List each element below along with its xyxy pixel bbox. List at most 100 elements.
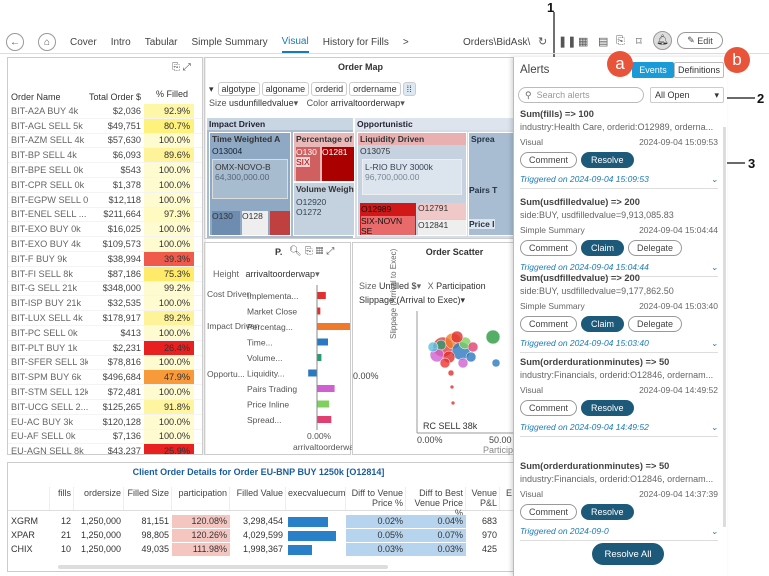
expand-icon[interactable]: ⤢: [182, 62, 191, 73]
table-row[interactable]: EU-AC BUY 3k $120,128 100.0%: [8, 414, 202, 430]
table-row[interactable]: BIT-BP SELL 4k $6,093 89.6%: [8, 148, 202, 164]
scatter-point[interactable]: [485, 329, 501, 345]
tab-history-for-fills[interactable]: History for Fills: [322, 36, 389, 48]
alert-item[interactable]: Sum(orderdurationminutes) => 50 industry:…: [520, 357, 718, 437]
table-row[interactable]: BIT-CPR SELL 0k $1,378 100.0%: [8, 178, 202, 193]
alert-item[interactable]: Sum(orderdurationminutes) => 50 industry:…: [520, 461, 718, 541]
expand-chevron-icon[interactable]: ⌄: [710, 262, 718, 272]
expand-chevron-icon[interactable]: ⌄: [710, 338, 718, 348]
table-row[interactable]: EU-AF SELL 0k $7,136 100.0%: [8, 429, 202, 445]
bar-4[interactable]: [317, 354, 322, 361]
delegate-button[interactable]: Delegate: [628, 316, 683, 332]
comment-button[interactable]: Comment: [520, 316, 578, 332]
bar-1[interactable]: [317, 307, 321, 315]
delegate-button[interactable]: Delegate: [628, 240, 683, 256]
table-row[interactable]: BIT-AZM SELL 4k $57,630 100.0%: [8, 133, 202, 149]
bar-0[interactable]: [317, 292, 326, 299]
tab-simple-summary[interactable]: Simple Summary: [191, 36, 268, 48]
table-row[interactable]: BIT-SFER SELL 3k $78,816 100.0%: [8, 355, 202, 371]
export-icon[interactable]: ⎘: [616, 35, 625, 47]
treemap-subcell[interactable]: OMX-NOVO-B 64,300,000.00: [212, 159, 288, 199]
treemap-cell-liquidity[interactable]: Liquidity Driven O13075 L-RIO BUY 3000k …: [357, 132, 467, 236]
table-row[interactable]: BIT-A2A BUY 4k $2,036 92.9%: [8, 104, 202, 119]
calendar-icon[interactable]: ▦: [578, 36, 589, 48]
treemap-subcell[interactable]: O128: [242, 211, 268, 235]
resolve-button[interactable]: Resolve: [581, 400, 634, 416]
alert-triggered[interactable]: Triggered on 2024-09-04 15:04:44 ⌄: [520, 262, 718, 277]
claim-button[interactable]: Claim: [581, 316, 625, 332]
refresh-icon[interactable]: ↻: [538, 36, 548, 48]
alert-triggered[interactable]: Triggered on 2024-09-0 ⌄: [520, 526, 718, 541]
table-row[interactable]: BIT-UCG SELL 2... $125,265 91.8%: [8, 400, 202, 415]
height-select[interactable]: arrivaltoorderwap: [245, 269, 316, 279]
y-select[interactable]: Slippage (Arrival to Exec)▾: [359, 295, 465, 306]
treemap-subcell[interactable]: [270, 211, 290, 235]
bar-7[interactable]: [317, 400, 330, 408]
scatter-point[interactable]: [491, 358, 501, 368]
comment-button[interactable]: Comment: [520, 152, 578, 168]
size-select[interactable]: usdunfilledvalue: [229, 98, 294, 108]
tab-definitions[interactable]: Definitions: [674, 62, 724, 78]
bar-6[interactable]: [317, 385, 335, 392]
details-header-cell[interactable]: ordersize: [74, 487, 124, 510]
details-row[interactable]: XGRM 12 1,250,000 81,151 120.08% 3,298,454 0.0…: [8, 515, 500, 528]
treemap-subcell[interactable]: O12791: [418, 203, 466, 219]
details-header-cell[interactable]: Diff to Venue Price %: [346, 487, 406, 510]
home-icon[interactable]: ⌂: [38, 33, 56, 51]
comment-button[interactable]: Comment: [520, 504, 578, 520]
table-row[interactable]: BIT-EGPW SELL 0k $12,118 100.0%: [8, 192, 202, 208]
comment-button[interactable]: Comment: [520, 400, 578, 416]
header-total-order[interactable]: Total Order $: [88, 92, 141, 102]
scatter-point[interactable]: [450, 330, 464, 344]
expand-chevron-icon[interactable]: ⌄: [710, 526, 718, 536]
color-chevron-icon[interactable]: ▾: [400, 98, 405, 108]
claim-button[interactable]: Claim: [581, 240, 625, 256]
expand-chevron-icon[interactable]: ⌄: [710, 174, 718, 184]
scatter-point[interactable]: [467, 341, 479, 353]
edit-button[interactable]: ✎ Edit: [677, 32, 723, 49]
details-header-cell[interactable]: execvaluecum: [286, 487, 346, 510]
details-header-cell[interactable]: fills: [50, 487, 74, 510]
expand-chevron-icon[interactable]: ⌄: [710, 422, 718, 432]
treemap-cell-spread[interactable]: Sprea Pairs T Price I: [468, 132, 518, 236]
search-input[interactable]: ⚲ Search alerts: [518, 87, 644, 103]
table-row[interactable]: BIT-ENEL SELL ... $211,664 97.3%: [8, 207, 202, 223]
back-icon[interactable]: ←: [6, 33, 24, 51]
drill-icon[interactable]: ⁞⁞: [402, 82, 416, 96]
search-icon[interactable]: 🔍︎: [289, 246, 305, 257]
alerts-scrollbar[interactable]: [723, 127, 726, 527]
chip-algotype[interactable]: algotype: [217, 82, 260, 96]
treemap-subcell[interactable]: O130: [212, 211, 240, 235]
alert-triggered[interactable]: Triggered on 2024-09-04 15:03:40 ⌄: [520, 338, 718, 353]
bar-8[interactable]: [317, 416, 332, 423]
scatter-point[interactable]: [457, 357, 469, 369]
table-row[interactable]: BIT-LUX SELL 4k $178,917 89.2%: [8, 311, 202, 326]
details-row[interactable]: CHIX 10 1,250,000 49,035 111.98% 1,998,367 0.0…: [8, 543, 500, 556]
x-select[interactable]: Participation: [436, 281, 486, 291]
scatter-point[interactable]: [439, 357, 451, 369]
header-filled[interactable]: % Filled: [155, 89, 188, 99]
pause-icon[interactable]: ❚❚: [558, 36, 577, 48]
resolve-button[interactable]: Resolve: [581, 504, 634, 520]
table-row[interactable]: EU-AGN SELL 8k $43,237 25.9%: [8, 444, 202, 454]
alert-item[interactable]: Sum(fills) => 100 industry:Health Care, o…: [520, 109, 718, 189]
export-icon[interactable]: ⎘: [172, 62, 180, 73]
bell-icon[interactable]: 🔔︎: [653, 31, 672, 50]
chip-ordername[interactable]: ordername: [349, 82, 401, 96]
tab-more-chevron-icon[interactable]: >: [402, 36, 409, 48]
size-chevron-icon[interactable]: ▾: [416, 281, 422, 291]
tab-events[interactable]: Events: [632, 62, 674, 78]
scatter-point[interactable]: [465, 351, 477, 363]
scatter-point[interactable]: [427, 341, 439, 353]
breadcrumb[interactable]: Orders\BidAsk\: [463, 37, 531, 48]
resolve-all-button[interactable]: Resolve All: [592, 543, 664, 565]
table-row[interactable]: BIT-AGL SELL 5k $49,751 80.7%: [8, 118, 202, 134]
alert-triggered[interactable]: Triggered on 2024-09-04 15:09:53 ⌄: [520, 174, 718, 189]
scatter-point[interactable]: [449, 384, 455, 390]
table-row[interactable]: BIT-EXO BUY 4k $109,573 100.0%: [8, 237, 202, 252]
details-header-cell[interactable]: participation: [172, 487, 230, 510]
alert-item[interactable]: Sum(usdfilledvalue) => 200 side:BUY, usdf…: [520, 197, 718, 277]
size-select[interactable]: Unfilled $: [379, 281, 417, 291]
table-row[interactable]: BIT-STM SELL 12k $72,481 100.0%: [8, 385, 202, 400]
details-row[interactable]: XPAR 21 1,250,000 98,805 120.26% 4,029,599 0.0…: [8, 529, 500, 542]
